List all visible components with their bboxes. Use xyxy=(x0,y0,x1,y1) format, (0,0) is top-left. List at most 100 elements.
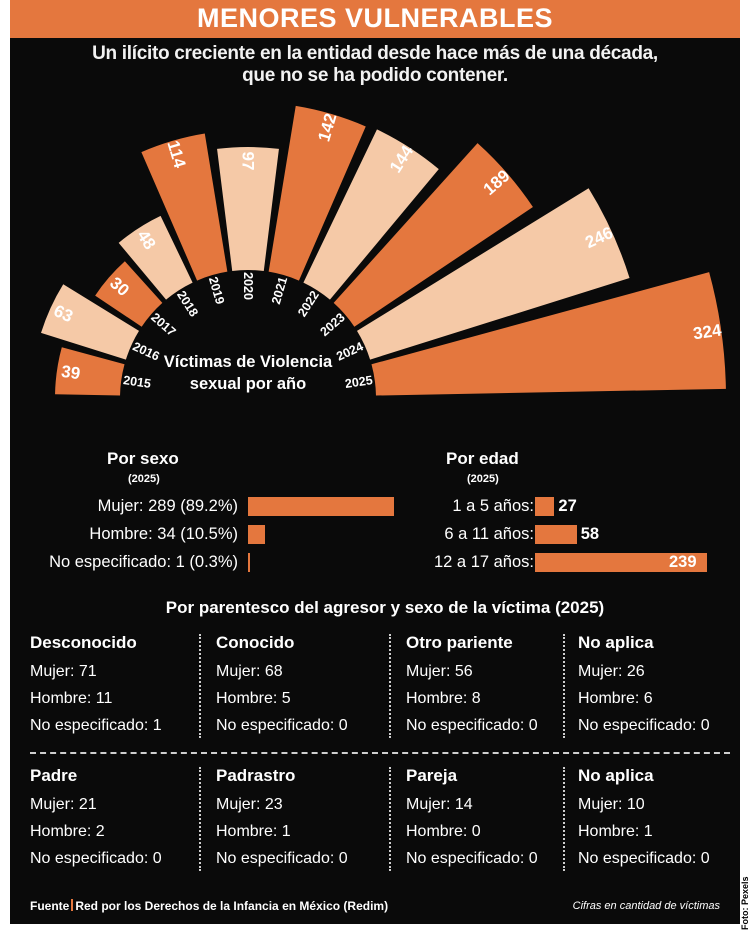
infographic-title: MENORES VULNERABLES xyxy=(196,3,554,33)
sex-bar-female xyxy=(248,497,394,516)
fan-year-2015: 2015 xyxy=(122,373,152,391)
column-divider xyxy=(389,767,391,871)
group-unspecified-count: No especificado: 0 xyxy=(216,717,348,734)
source-text: Red por los Derechos de la Infancia en M… xyxy=(75,899,389,913)
fan-year-2019: 2019 xyxy=(206,275,227,306)
group-unspecified-count: No especificado: 0 xyxy=(30,850,162,867)
fan-wedge-2015 xyxy=(55,347,125,396)
fan-wedge-2025 xyxy=(371,272,726,396)
relationship-group-conocido: Conocido Mujer: 68 Hombre: 5 No especifi… xyxy=(216,632,386,741)
group-name: Padre xyxy=(30,766,78,785)
group-male-count: Hombre: 11 xyxy=(30,690,113,707)
group-male-count: Hombre: 1 xyxy=(216,823,291,840)
relationship-group-padrastro: Padrastro Mujer: 23 Hombre: 1 No especif… xyxy=(216,765,386,874)
by-sex-title: Por sexo xyxy=(107,449,179,468)
age-label-6-11: 6 a 11 años: xyxy=(444,525,534,543)
group-male-count: Hombre: 2 xyxy=(30,823,105,840)
group-unspecified-count: No especificado: 0 xyxy=(578,717,710,734)
age-value-1-5: 27 xyxy=(558,497,577,515)
group-unspecified-count: No especificado: 0 xyxy=(578,850,710,867)
group-name: Otro pariente xyxy=(406,633,513,652)
age-bar-1-5 xyxy=(535,497,555,516)
group-female-count: Mujer: 71 xyxy=(30,663,97,680)
by-age-year-note: (2025) xyxy=(467,473,499,485)
by-sex-year-note: (2025) xyxy=(128,473,160,485)
yearly-victims-fan-chart: 39 20156320163020174820181142019972020142… xyxy=(41,105,726,396)
group-female-count: Mujer: 56 xyxy=(406,663,473,680)
fan-year-2018: 2018 xyxy=(174,288,201,319)
age-bar-12-17 xyxy=(535,553,707,572)
group-unspecified-count: No especificado: 0 xyxy=(406,850,538,867)
column-divider xyxy=(563,634,565,738)
infographic-card: MENORES VULNERABLES Un ilícito creciente… xyxy=(10,0,740,924)
source-separator xyxy=(71,899,74,911)
group-female-count: Mujer: 26 xyxy=(578,663,645,680)
fan-year-2017: 2017 xyxy=(148,310,178,339)
relationship-group-desconocido: Desconocido Mujer: 71 Hombre: 11 No espe… xyxy=(30,632,200,741)
age-label-12-17: 12 a 17 años: xyxy=(434,553,534,571)
sex-bar-unspecified xyxy=(248,553,250,572)
relationship-group-no-aplica: No aplica Mujer: 26 Hombre: 6 No especif… xyxy=(578,632,748,741)
fan-year-2021: 2021 xyxy=(269,275,290,306)
photo-credit: Foto: Pexels xyxy=(740,876,750,930)
group-male-count: Hombre: 0 xyxy=(406,823,481,840)
relationship-group-no-aplica-2: No aplica Mujer: 10 Hombre: 1 No especif… xyxy=(578,765,748,874)
group-name: Pareja xyxy=(406,766,458,785)
group-name: Desconocido xyxy=(30,633,137,652)
chart-title-line-1: Víctimas de Violencia xyxy=(163,353,333,371)
sex-label-male: Hombre: 34 (10.5%) xyxy=(89,525,238,543)
relationship-group-otro-pariente: Otro pariente Mujer: 56 Hombre: 8 No esp… xyxy=(406,632,576,741)
relationship-group-pareja: Pareja Mujer: 14 Hombre: 0 No especifica… xyxy=(406,765,576,874)
fan-year-2025: 2025 xyxy=(344,373,374,391)
age-bar-6-11 xyxy=(535,525,577,544)
age-value-12-17: 239 xyxy=(669,553,697,571)
age-label-1-5: 1 a 5 años: xyxy=(452,497,534,515)
fan-wedge-2020 xyxy=(217,147,279,271)
group-name: Padrastro xyxy=(216,766,296,785)
fan-year-2022: 2022 xyxy=(295,288,322,319)
group-unspecified-count: No especificado: 0 xyxy=(406,717,538,734)
group-female-count: Mujer: 14 xyxy=(406,796,473,813)
fan-value-2015: 39 xyxy=(60,362,81,383)
column-divider xyxy=(389,634,391,738)
relationship-section-title: Por parentesco del agresor y sexo de la … xyxy=(165,598,605,617)
group-name: No aplica xyxy=(578,766,654,785)
units-note: Cifras en cantidad de víctimas xyxy=(572,900,720,912)
fan-wedge-2021 xyxy=(268,105,366,281)
fan-value-2025: 324 xyxy=(692,320,723,343)
column-divider xyxy=(199,634,201,738)
subtitle-line-1: Un ilícito creciente en la entidad desde… xyxy=(92,43,658,64)
by-age-title: Por edad xyxy=(446,449,519,468)
relationship-row-divider xyxy=(30,752,730,754)
sex-label-female: Mujer: 289 (89.2%) xyxy=(97,497,238,515)
chart-title-line-2: sexual por año xyxy=(189,375,307,393)
source-label: Fuente xyxy=(30,899,70,913)
fan-wedge-2019 xyxy=(141,133,228,281)
group-male-count: Hombre: 6 xyxy=(578,690,653,707)
age-value-6-11: 58 xyxy=(580,525,600,543)
group-unspecified-count: No especificado: 1 xyxy=(30,717,162,734)
title-bar: MENORES VULNERABLES xyxy=(10,0,740,38)
sex-label-unspecified: No especificado: 1 (0.3%) xyxy=(49,553,238,571)
group-name: No aplica xyxy=(578,633,654,652)
group-male-count: Hombre: 8 xyxy=(406,690,481,707)
column-divider xyxy=(199,767,201,871)
fan-wedge-2018 xyxy=(118,215,193,300)
fan-wedge-2024 xyxy=(356,188,630,360)
relationship-group-padre: Padre Mujer: 21 Hombre: 2 No especificad… xyxy=(30,765,200,874)
group-male-count: Hombre: 5 xyxy=(216,690,291,707)
fan-wedge-2022 xyxy=(303,129,439,300)
fan-wedge-2017 xyxy=(95,261,163,327)
group-name: Conocido xyxy=(216,633,295,652)
fan-year-2020: 2020 xyxy=(241,272,255,300)
group-female-count: Mujer: 10 xyxy=(578,796,645,813)
fan-year-2023: 2023 xyxy=(318,310,348,339)
fan-wedge-2023 xyxy=(333,143,533,327)
sex-bar-male xyxy=(248,525,266,544)
group-female-count: Mujer: 23 xyxy=(216,796,283,813)
fan-wedge-2016 xyxy=(41,284,140,360)
fan-value-2020: 97 xyxy=(239,152,258,171)
column-divider xyxy=(563,767,565,871)
group-male-count: Hombre: 1 xyxy=(578,823,653,840)
group-female-count: Mujer: 21 xyxy=(30,796,97,813)
